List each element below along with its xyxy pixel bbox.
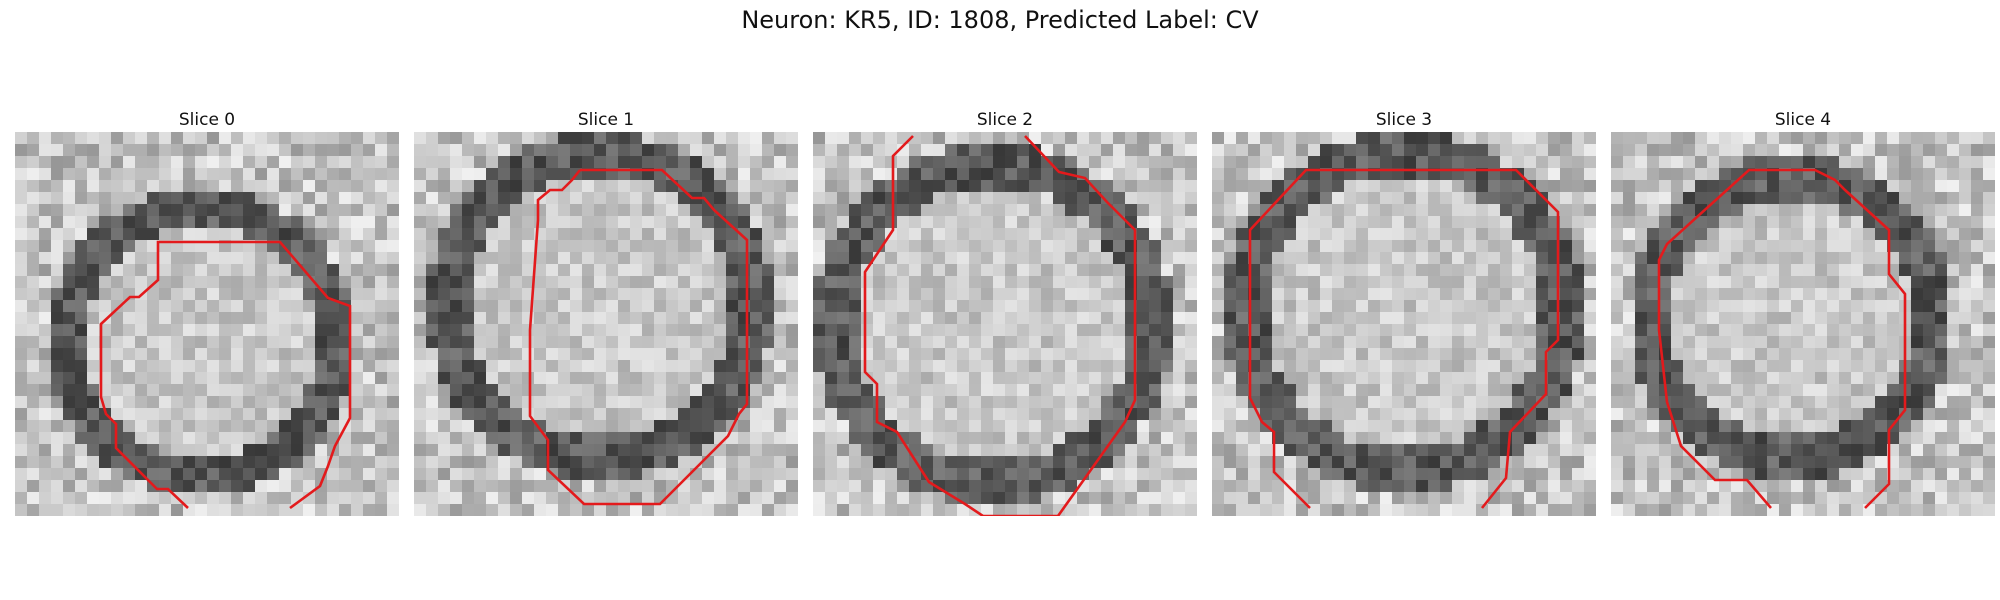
slice-panel-2: Slice 2 [813, 108, 1197, 516]
slice-image-4 [1611, 132, 1995, 516]
slice-1-svg [414, 132, 798, 516]
slice-panel-3: Slice 3 [1212, 108, 1596, 516]
slice-image-3 [1212, 132, 1596, 516]
slice-title-1: Slice 1 [414, 108, 798, 132]
slice-title-4: Slice 4 [1611, 108, 1995, 132]
slice-4-svg [1611, 132, 1995, 516]
slice-3-svg [1212, 132, 1596, 516]
slice-image-0 [15, 132, 399, 516]
slice-panel-4: Slice 4 [1611, 108, 1995, 516]
slice-image-1 [414, 132, 798, 516]
slice-panel-0: Slice 0 [15, 108, 399, 516]
slice-0-svg [15, 132, 399, 516]
slice-2-svg [813, 132, 1197, 516]
slice-image-2 [813, 132, 1197, 516]
slice-title-3: Slice 3 [1212, 108, 1596, 132]
figure-title: Neuron: KR5, ID: 1808, Predicted Label: … [0, 6, 2000, 34]
slice-panel-1: Slice 1 [414, 108, 798, 516]
slice-title-0: Slice 0 [15, 108, 399, 132]
slice-title-2: Slice 2 [813, 108, 1197, 132]
